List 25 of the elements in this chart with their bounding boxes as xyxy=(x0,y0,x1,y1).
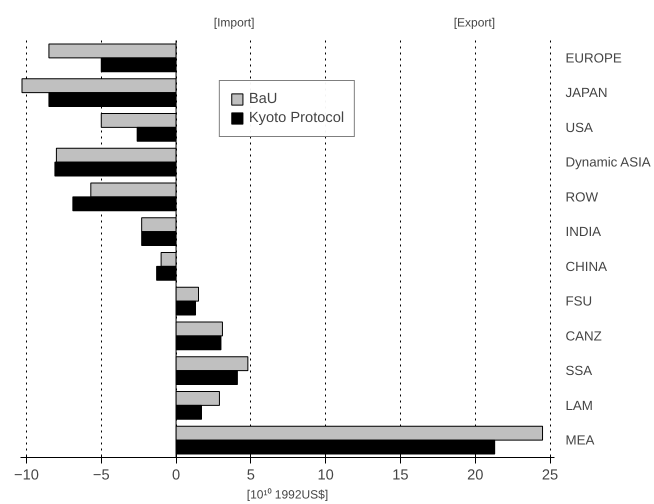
legend-label: BaU xyxy=(248,91,278,107)
x-tick-label: −10 xyxy=(14,468,39,484)
text: [Import] xyxy=(214,16,254,30)
x-axis-title: [10¹⁰ 1992US$] xyxy=(246,488,328,502)
legend-label: Kyoto Protocol xyxy=(248,110,344,126)
y-tick-label: Dynamic ASIA xyxy=(566,154,651,170)
y-tick-label: USA xyxy=(566,120,594,135)
y-tick-label: ROW xyxy=(566,189,598,204)
y-tick-label: EUROPE xyxy=(566,50,622,66)
x-tick-label: 0 xyxy=(172,468,180,484)
y-tick-label: INDIA xyxy=(566,224,602,240)
x-tick-label: 25 xyxy=(542,468,558,484)
x-tick-label: 15 xyxy=(392,468,409,484)
x-tick-label: 5 xyxy=(246,468,255,484)
y-tick-label: MEA xyxy=(566,432,594,448)
text: [Export] xyxy=(454,16,496,30)
y-tick-label: CANZ xyxy=(566,328,602,344)
x-tick-label: 20 xyxy=(467,468,484,484)
y-tick-label: LAM xyxy=(566,398,593,413)
y-tick-label: FSU xyxy=(566,294,592,309)
y-tick-label: CHINA xyxy=(566,258,608,274)
y-tick-label: SSA xyxy=(566,363,592,378)
x-tick-label: 10 xyxy=(317,468,334,484)
x-tick-label: −5 xyxy=(92,468,110,484)
y-tick-label: JAPAN xyxy=(566,85,608,100)
